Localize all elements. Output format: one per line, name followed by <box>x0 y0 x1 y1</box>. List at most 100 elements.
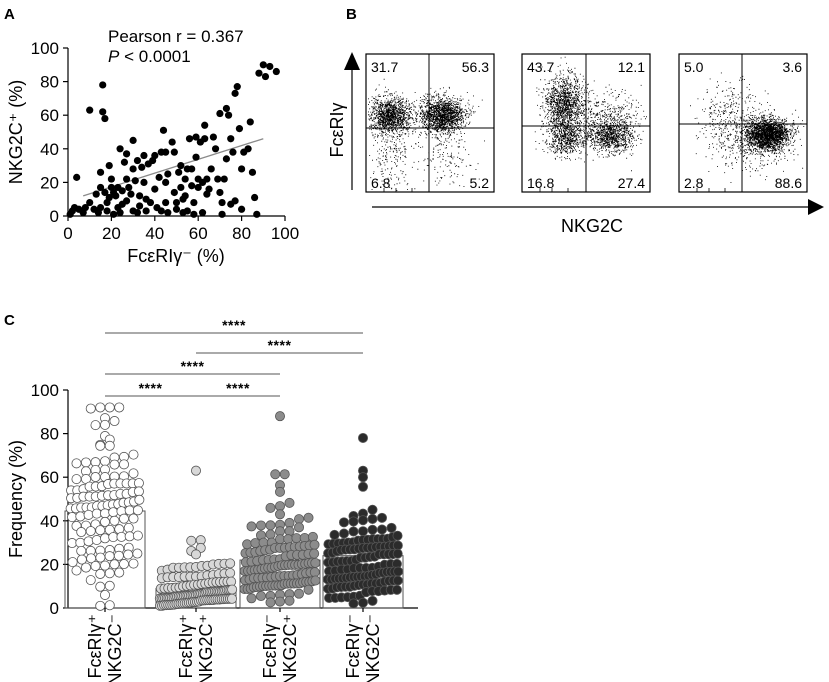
frequency-point-group-1 <box>100 516 111 527</box>
flow-plot-3-q-ur: 3.6 <box>783 59 803 75</box>
scatter-point <box>116 209 124 217</box>
frequency-point-group-1 <box>100 533 111 544</box>
frequency-point-group-3 <box>291 533 302 544</box>
panel-c-ytick-label: 0 <box>50 599 59 618</box>
category-label-line1: FcεRIγ⁺ <box>176 614 196 679</box>
frequency-point-group-1 <box>91 535 102 546</box>
frequency-point-group-1 <box>109 559 120 570</box>
scatter-point <box>92 190 100 198</box>
scatter-point <box>142 207 150 215</box>
frequency-point-group-4 <box>376 524 387 535</box>
frequency-point-group-3 <box>284 497 295 508</box>
scatter-point <box>224 111 233 119</box>
frequency-point-group-1 <box>81 562 92 573</box>
scatter-point <box>118 187 126 195</box>
flow-plot-1-events <box>368 78 485 192</box>
scatter-point <box>229 148 237 156</box>
scatter-point <box>207 165 215 173</box>
frequency-point-group-4 <box>357 472 368 483</box>
scatter-point <box>172 205 181 213</box>
pearson-annotation: Pearson r = 0.367 <box>108 27 244 46</box>
frequency-point-group-1 <box>71 458 82 469</box>
frequency-point-group-4 <box>367 513 378 524</box>
frequency-point-group-3 <box>274 509 285 520</box>
scatter-point <box>218 198 226 207</box>
scatter-point <box>99 108 107 116</box>
panel-a-ytick-label: 80 <box>40 73 59 92</box>
flow-plot-3-q-ll: 2.8 <box>684 175 704 191</box>
frequency-point-group-3 <box>270 469 281 480</box>
scatter-point <box>181 175 189 183</box>
flow-plot-1-q-lr: 5.2 <box>470 175 490 191</box>
frequency-point-group-2 <box>190 465 201 476</box>
scatter-point <box>192 153 200 161</box>
panel-c-letter: C <box>4 312 15 329</box>
frequency-point-group-1 <box>100 560 111 571</box>
flow-plot-2-events <box>534 56 647 192</box>
scatter-point <box>222 104 231 113</box>
panel-c-y-label: Frequency (%) <box>6 440 26 558</box>
flow-plot-1-q-ur: 56.3 <box>462 59 489 75</box>
panel-a-scatter-plot: 0 20 40 60 80 100 0 20 40 60 80 100 NKG2C⁺ (%) Fcε… <box>6 27 299 266</box>
frequency-point-group-3 <box>255 520 266 531</box>
frequency-point-group-1 <box>100 456 111 467</box>
flow-plot-3: 5.0 3.6 2.8 88.6 <box>678 53 808 193</box>
scatter-point <box>216 109 224 118</box>
panel-a-ytick-label: 100 <box>31 39 59 58</box>
frequency-point-group-1 <box>95 581 106 592</box>
frequency-point-group-1 <box>116 531 127 542</box>
scatter-point <box>151 185 159 193</box>
scatter-point <box>133 156 142 165</box>
category-label-line1: FcεRIγ⁺ <box>85 614 105 679</box>
category-label-1: FcεRIγ⁺ NKG2C⁻ <box>85 614 125 682</box>
frequency-point-group-1 <box>76 545 87 556</box>
frequency-point-group-4 <box>367 524 378 535</box>
frequency-point-group-1 <box>109 515 120 526</box>
frequency-point-group-1 <box>100 419 111 430</box>
scatter-point <box>220 175 228 183</box>
frequency-point-group-1 <box>83 536 94 547</box>
frequency-point-group-1 <box>109 416 120 427</box>
frequency-point-group-1 <box>91 508 102 519</box>
frequency-point-group-4 <box>329 529 340 540</box>
frequency-point-group-3 <box>265 520 276 531</box>
scatter-point <box>162 148 170 156</box>
frequency-point-group-4 <box>357 515 368 526</box>
frequency-point-group-3 <box>274 411 285 422</box>
panel-b-letter: B <box>346 6 357 23</box>
scatter-point <box>175 168 183 176</box>
scatter-point <box>105 193 113 202</box>
frequency-point-group-1 <box>67 538 78 549</box>
flow-plot-2-q-ur: 12.1 <box>618 59 645 75</box>
frequency-point-group-1 <box>85 403 96 414</box>
panel-a-x-label: FcεRIγ⁻ (%) <box>127 246 225 266</box>
frequency-point-group-2 <box>225 567 236 578</box>
frequency-point-group-3 <box>293 522 304 533</box>
frequency-point-group-3 <box>279 469 290 480</box>
scatter-point <box>129 165 137 173</box>
scatter-point <box>183 207 191 215</box>
frequency-point-group-1 <box>128 468 139 479</box>
scatter-point <box>214 175 222 183</box>
scatter-point <box>125 183 133 192</box>
scatter-point <box>159 126 168 134</box>
frequency-point-group-1 <box>104 600 115 611</box>
scatter-point <box>129 136 137 144</box>
frequency-point-group-3 <box>293 588 304 599</box>
frequency-point-group-3 <box>303 584 314 595</box>
frequency-point-group-1 <box>123 549 134 560</box>
frequency-point-group-3 <box>274 534 285 545</box>
frequency-point-group-4 <box>392 530 403 541</box>
frequency-point-group-1 <box>108 532 119 543</box>
frequency-point-group-3 <box>284 595 295 606</box>
frequency-point-group-1 <box>113 550 124 561</box>
frequency-point-group-4 <box>357 481 368 492</box>
scatter-point <box>155 173 163 181</box>
frequency-point-group-1 <box>128 558 139 569</box>
frequency-point-group-1 <box>119 513 130 524</box>
frequency-point-group-3 <box>274 486 285 497</box>
frequency-point-group-1 <box>81 457 92 468</box>
scatter-point <box>96 183 105 192</box>
flow-plot-2-q-ll: 16.8 <box>527 175 554 191</box>
frequency-point-group-1 <box>100 589 111 600</box>
